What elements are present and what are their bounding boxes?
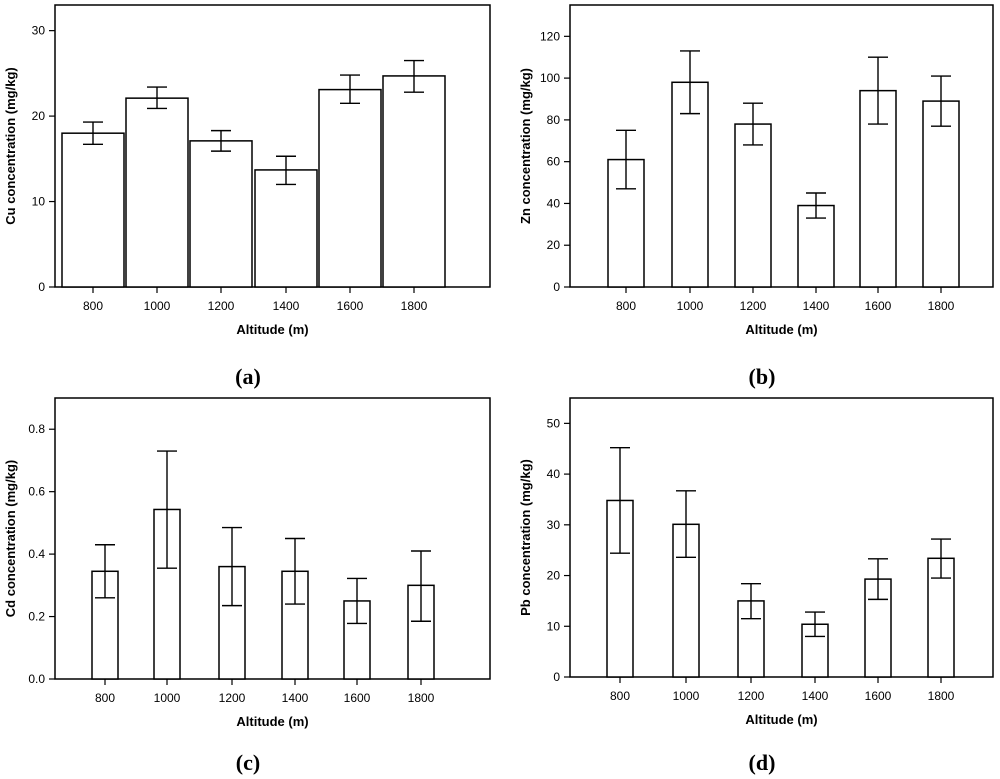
- y-tick-label: 20: [32, 109, 46, 123]
- plot-frame-c: [54, 397, 491, 680]
- x-tick-label: 800: [83, 299, 103, 313]
- y-tick-label: 0.4: [28, 547, 45, 561]
- panel-label: (d): [749, 750, 776, 775]
- x-tick-label: 1200: [208, 299, 235, 313]
- y-axis-label: Cd concentration (mg/kg): [3, 460, 18, 617]
- bar: [61, 132, 125, 288]
- x-tick-label: 1000: [144, 299, 171, 313]
- y-tick-label: 40: [547, 467, 561, 481]
- x-tick-label: 1600: [865, 689, 892, 703]
- x-axis-label: Altitude (m): [745, 712, 817, 727]
- x-axis-label: Altitude (m): [745, 322, 817, 337]
- x-tick-label: 1800: [928, 689, 955, 703]
- plot-frame-d: [569, 397, 994, 678]
- x-axis-label: Altitude (m): [236, 714, 308, 729]
- y-tick-label: 0: [553, 280, 560, 294]
- bar: [254, 169, 318, 288]
- y-tick-label: 20: [547, 569, 561, 583]
- chart-panel-d: 0 10 20 30 40 50 800 1000 1200 1400 1600 1800 Altitu…: [518, 397, 994, 775]
- bar: [797, 204, 835, 288]
- x-tick-label: 1400: [803, 299, 830, 313]
- x-tick-label: 1400: [802, 689, 829, 703]
- y-tick-label: 80: [547, 113, 561, 127]
- y-tick-label: 30: [32, 24, 46, 38]
- bar: [734, 123, 772, 288]
- bar: [318, 88, 382, 288]
- y-tick-label: 0.6: [28, 485, 45, 499]
- y-axis-label: Zn concentration (mg/kg): [518, 68, 533, 224]
- y-tick-label: 40: [547, 196, 561, 210]
- y-tick-label: 100: [540, 71, 560, 85]
- x-tick-label: 1800: [408, 691, 435, 705]
- x-tick-label: 1600: [344, 691, 371, 705]
- x-tick-label: 800: [95, 691, 115, 705]
- x-tick-label: 1800: [928, 299, 955, 313]
- y-tick-label: 60: [547, 155, 561, 169]
- bar: [382, 75, 446, 288]
- x-tick-label: 1000: [677, 299, 704, 313]
- bar: [189, 140, 253, 288]
- x-axis-label: Altitude (m): [236, 322, 308, 337]
- y-tick-label: 30: [547, 518, 561, 532]
- chart-panel-c: 0.0 0.2 0.4 0.6 0.8 800 1000 1200 1400 1600 1800 Al…: [3, 397, 491, 775]
- y-tick-label: 10: [32, 195, 46, 209]
- y-axis-label: Pb concentration (mg/kg): [518, 459, 533, 616]
- y-tick-label: 20: [547, 238, 561, 252]
- y-axis-label: Cu concentration (mg/kg): [3, 67, 18, 224]
- bar: [671, 81, 709, 288]
- y-tick-label: 0.8: [28, 422, 45, 436]
- x-tick-label: 1400: [273, 299, 300, 313]
- x-tick-label: 1200: [738, 689, 765, 703]
- panel-label: (a): [235, 364, 261, 389]
- chart-panel-a: 0 10 20 30 800 1000 1200 1400 1600 1800 Altitude (…: [3, 4, 491, 389]
- bar: [125, 97, 189, 288]
- x-tick-label: 1200: [219, 691, 246, 705]
- y-tick-label: 10: [547, 619, 561, 633]
- y-tick-label: 0: [553, 670, 560, 684]
- x-tick-label: 1600: [337, 299, 364, 313]
- panel-label: (b): [749, 364, 776, 389]
- y-tick-label: 0.0: [28, 672, 45, 686]
- chart-panel-b: 0 20 40 60 80 100 120 800 1000 1200 1400 1600 1800 Al…: [518, 4, 994, 389]
- bar: [922, 100, 960, 288]
- x-tick-label: 1000: [673, 689, 700, 703]
- y-tick-label: 0: [38, 280, 45, 294]
- x-tick-label: 1000: [154, 691, 181, 705]
- x-tick-label: 1200: [740, 299, 767, 313]
- y-tick-label: 50: [547, 416, 561, 430]
- x-tick-label: 1800: [401, 299, 428, 313]
- x-tick-label: 800: [610, 689, 630, 703]
- plot-frame-b: [569, 4, 994, 288]
- x-tick-label: 800: [616, 299, 636, 313]
- y-tick-label: 0.2: [28, 610, 45, 624]
- panel-label: (c): [236, 750, 260, 775]
- x-tick-label: 1600: [865, 299, 892, 313]
- y-tick-label: 120: [540, 29, 560, 43]
- x-tick-label: 1400: [282, 691, 309, 705]
